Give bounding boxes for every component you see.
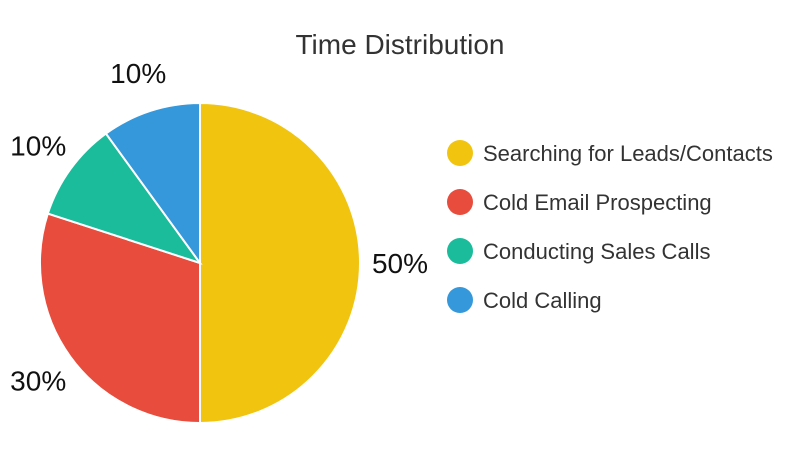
legend-item-searching-for-leads-contacts: Searching for Leads/Contacts [447,140,773,166]
legend-swatch [447,189,473,215]
pie-slice-cold-email-prospecting [39,212,201,425]
legend-swatch [447,287,473,313]
legend-item-cold-calling: Cold Calling [447,287,602,313]
legend-label: Cold Calling [483,288,602,313]
chart-title: Time Distribution [295,29,504,60]
legend-label: Searching for Leads/Contacts [483,141,773,166]
legend-item-cold-email-prospecting: Cold Email Prospecting [447,189,712,215]
pie-slice-searching-for-leads-contacts [199,101,361,425]
pie-slice-conducting-sales-calls [46,132,203,265]
pie-value-label: 10% [10,130,66,161]
legend-item-conducting-sales-calls: Conducting Sales Calls [447,238,710,264]
pie-value-labels: 50% 30% 10% 10% [10,58,428,397]
legend: Searching for Leads/Contacts Cold Email P… [447,140,773,313]
pie-value-label: 10% [110,58,166,89]
pie-slice-cold-calling [104,101,201,267]
pie-value-label: 50% [372,248,428,279]
legend-swatch [447,238,473,264]
legend-label: Cold Email Prospecting [483,190,712,215]
legend-swatch [447,140,473,166]
pie-slices [39,101,361,425]
legend-label: Conducting Sales Calls [483,239,710,264]
pie-value-label: 30% [10,366,66,397]
